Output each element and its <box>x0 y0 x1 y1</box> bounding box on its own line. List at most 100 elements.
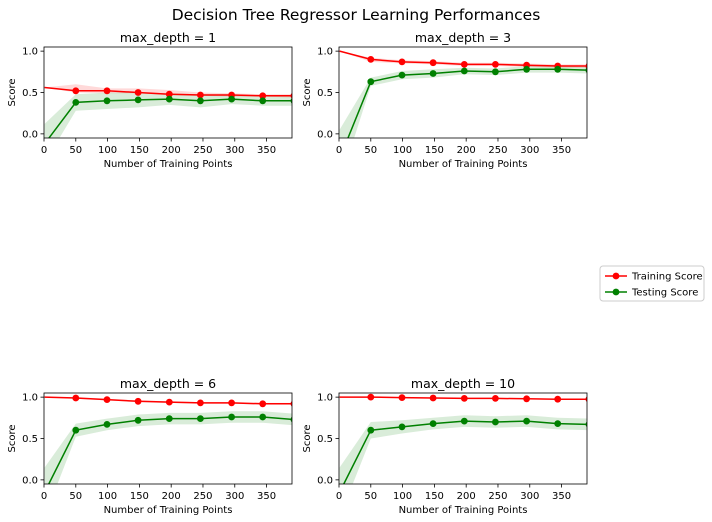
subplot-title: max_depth = 10 <box>411 376 515 391</box>
training-score-point <box>103 87 111 95</box>
x-tick-label: 350 <box>552 145 571 156</box>
training-score-point <box>134 89 142 96</box>
y-axis-label: Score <box>7 78 18 106</box>
x-tick-label: 150 <box>130 145 149 156</box>
training-score-point <box>367 56 375 63</box>
training-score-point <box>460 61 468 68</box>
y-tick-label: 1.0 <box>22 393 38 404</box>
testing-score-point <box>585 421 587 428</box>
subplot-3: 0 50 100 150 200 250 300 350 0.0 0.5 1.0 max_depth … <box>7 376 293 516</box>
subplot-1: 0 50 100 150 200 250 300 350 0.0 0.5 1.0 max_depth … <box>7 30 293 170</box>
testing-score-point <box>367 78 375 86</box>
testing-score-point <box>523 65 530 73</box>
x-tick-label: 350 <box>552 491 571 502</box>
x-axis-label: Number of Training Points <box>104 159 233 170</box>
x-tick-label: 300 <box>225 491 244 502</box>
y-tick-label: 1.0 <box>22 47 38 58</box>
legend: Training Score Testing Score <box>599 265 705 302</box>
legend-entry: Testing Score <box>605 288 698 299</box>
axes-frame <box>43 392 293 485</box>
training-score-point <box>197 399 204 407</box>
x-tick-label: 300 <box>520 145 539 156</box>
testing-score-point <box>554 420 562 427</box>
x-tick-label: 50 <box>69 145 82 156</box>
x-tick-label: 0 <box>41 145 47 156</box>
y-axis-label: Score <box>302 424 313 452</box>
testing-score-point <box>259 413 267 421</box>
training-score-point <box>290 92 292 99</box>
x-tick-label: 50 <box>69 491 82 502</box>
x-tick-label: 300 <box>520 491 539 502</box>
x-tick-label: 100 <box>98 491 117 502</box>
x-tick-label: 150 <box>425 491 444 502</box>
subplot-title: max_depth = 3 <box>415 30 511 45</box>
training-score-point <box>492 61 499 68</box>
testing-score-point <box>398 71 406 79</box>
y-tick-label: 0.5 <box>22 88 38 99</box>
y-tick-label: 0.5 <box>317 434 333 445</box>
testing-score-point <box>103 97 111 105</box>
x-tick-label: 0 <box>41 491 47 502</box>
testing-score-point <box>259 97 267 105</box>
x-tick-label: 0 <box>336 491 342 502</box>
training-score-point <box>72 87 80 95</box>
testing-score-point <box>134 96 142 104</box>
y-tick-label: 0.0 <box>22 475 38 486</box>
training-score-point <box>429 59 437 67</box>
legend-label: Training Score <box>631 272 703 283</box>
training-score-point <box>460 395 468 402</box>
testing-score-point <box>367 426 375 434</box>
subplot-title: max_depth = 6 <box>120 376 216 391</box>
x-axis-label: Number of Training Points <box>399 159 528 170</box>
testing-score-point <box>460 67 468 75</box>
testing-score-band <box>44 411 292 484</box>
subplots: 0 50 100 150 200 250 300 350 0.0 0.5 1.0 max_depth … <box>7 30 588 516</box>
x-tick-label: 100 <box>98 145 117 156</box>
testing-score-point <box>585 67 587 74</box>
testing-score-point <box>492 418 499 426</box>
testing-score-point <box>398 423 406 431</box>
y-tick-label: 1.0 <box>317 47 333 58</box>
training-score-point <box>103 396 111 403</box>
testing-score-point <box>429 70 437 77</box>
y-tick-label: 0.0 <box>22 129 38 140</box>
testing-score-point <box>72 426 80 434</box>
training-score-point <box>72 394 80 402</box>
y-tick-label: 1.0 <box>317 393 333 404</box>
x-tick-label: 50 <box>364 145 377 156</box>
subplot-title: max_depth = 1 <box>120 30 216 45</box>
figure-title: Decision Tree Regressor Learning Perform… <box>172 6 541 24</box>
training-score-point <box>554 395 562 403</box>
training-score-point <box>259 92 267 100</box>
plot-area <box>339 393 587 484</box>
training-score-point <box>290 400 292 407</box>
plot-area <box>44 394 292 484</box>
x-tick-label: 250 <box>193 145 212 156</box>
x-tick-label: 300 <box>225 145 244 156</box>
testing-score-point <box>492 68 499 76</box>
x-tick-label: 0 <box>336 145 342 156</box>
training-score-point <box>585 396 587 403</box>
training-score-point <box>398 394 406 401</box>
x-tick-label: 350 <box>257 491 276 502</box>
testing-score-point <box>165 415 173 422</box>
plot-area <box>339 50 587 138</box>
testing-score-point <box>72 99 80 106</box>
testing-score-point <box>134 416 142 424</box>
x-axis-label: Number of Training Points <box>399 505 528 516</box>
testing-score-point <box>197 97 204 105</box>
testing-score-point <box>103 421 111 428</box>
testing-score-point <box>290 97 292 104</box>
testing-score-point <box>460 417 468 425</box>
testing-score-point <box>554 65 562 73</box>
training-score-point <box>259 400 267 408</box>
x-tick-label: 150 <box>425 145 444 156</box>
y-tick-label: 0.5 <box>317 88 333 99</box>
testing-score-band <box>339 415 587 484</box>
x-tick-label: 200 <box>162 491 181 502</box>
x-tick-label: 200 <box>457 491 476 502</box>
y-tick-label: 0.0 <box>317 475 333 486</box>
y-axis-label: Score <box>7 424 18 452</box>
x-tick-label: 150 <box>130 491 149 502</box>
